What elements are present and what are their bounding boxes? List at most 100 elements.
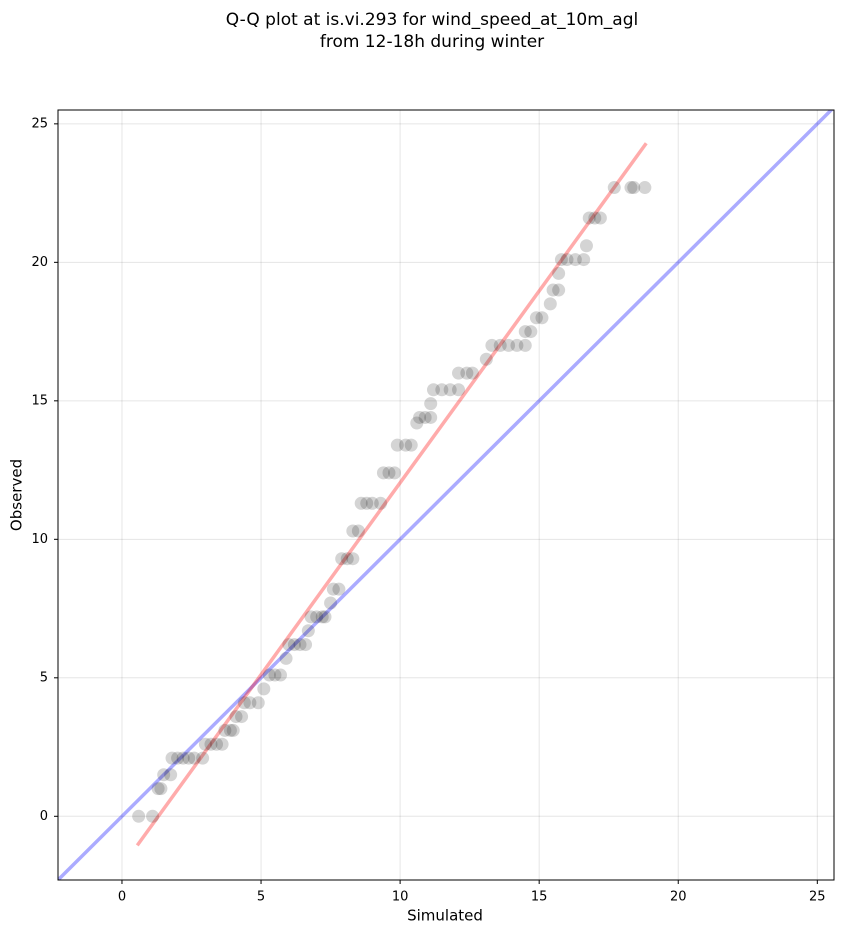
point [518,325,532,339]
point [287,638,301,652]
y-tick-label: 20 [31,255,48,270]
point [382,466,396,480]
point [529,311,543,325]
y-tick-label: 25 [31,116,48,131]
point [251,696,265,710]
point [235,710,249,724]
point [301,624,315,638]
point [335,552,349,566]
point [493,338,507,352]
point [346,524,360,538]
point [293,638,307,652]
point [607,181,621,195]
point [268,668,282,682]
point [627,181,641,195]
point [546,283,560,297]
point [374,496,388,510]
point [638,181,652,195]
chart-title: Q-Q plot at is.vi.293 for wind_speed_at_… [226,10,638,30]
point [332,582,346,596]
point [146,809,160,823]
point [354,496,368,510]
chart-title: from 12-18h during winter [320,32,544,52]
y-tick-label: 0 [40,809,48,824]
point [198,737,212,751]
point [176,751,190,765]
point [365,496,379,510]
point [210,737,224,751]
reference-line [58,110,834,880]
plot-area [58,110,834,880]
point [560,253,574,267]
point [376,466,390,480]
point [410,416,424,430]
point [404,438,418,452]
y-tick-label: 5 [40,670,48,685]
point [326,582,340,596]
point [399,438,413,452]
point [257,682,271,696]
point [465,366,479,380]
point [310,610,324,624]
point [151,782,165,796]
point [274,668,288,682]
x-tick-label: 10 [392,890,409,905]
x-tick-label: 5 [257,890,265,905]
point [237,696,251,710]
y-axis-label: Observed [8,459,26,531]
point [157,768,171,782]
point [187,751,201,765]
point [524,325,538,339]
point [588,211,602,225]
point [426,383,440,397]
point [479,352,493,366]
y-tick-label: 15 [31,393,48,408]
point [315,610,329,624]
point [460,366,474,380]
point [424,397,438,411]
point [223,723,237,737]
point [204,737,218,751]
point [243,696,257,710]
x-axis-label: Simulated [407,907,483,925]
point [279,651,293,665]
point [299,638,313,652]
point [535,311,549,325]
point [582,211,596,225]
point [218,723,232,737]
point [554,253,568,267]
point [518,338,532,352]
point [346,552,360,566]
point [435,383,449,397]
point [579,239,593,253]
x-tick-label: 15 [531,890,548,905]
point [196,751,210,765]
point [568,253,582,267]
point [182,751,196,765]
point [262,668,276,682]
y-tick-label: 10 [31,532,48,547]
point [318,610,332,624]
point [624,181,638,195]
point [229,710,243,724]
point [418,410,432,424]
grid [58,110,834,880]
point [215,737,229,751]
plot-frame [57,109,835,881]
point [510,338,524,352]
point [502,338,516,352]
x-tick-label: 20 [670,890,687,905]
ticks: 0 5 10 15 20 25 0 5 10 15 20 25 [31,116,825,904]
point [443,383,457,397]
point [413,410,427,424]
point [171,751,185,765]
point [485,338,499,352]
point [452,366,466,380]
point [593,211,607,225]
point [304,610,318,624]
reference-line [135,142,648,847]
point [226,723,240,737]
point [424,410,438,424]
